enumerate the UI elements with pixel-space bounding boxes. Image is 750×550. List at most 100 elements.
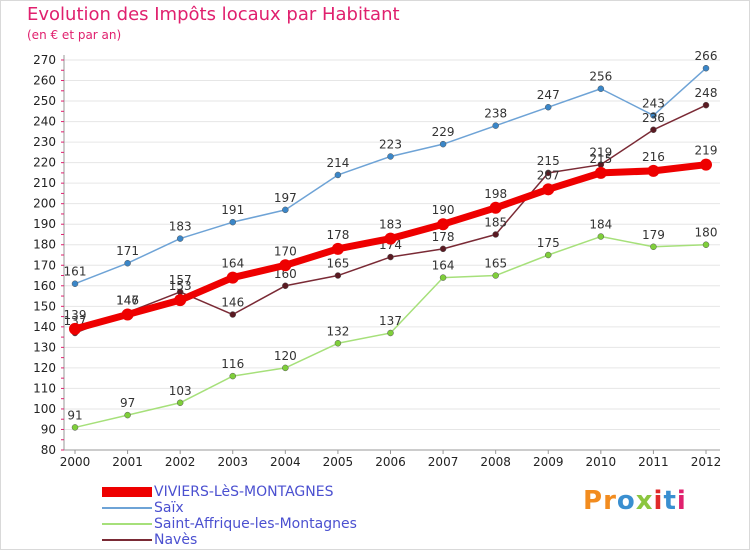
data-label: 178 <box>326 228 349 242</box>
data-label: 147 <box>116 293 139 307</box>
data-point <box>334 340 342 347</box>
data-point <box>439 274 447 281</box>
data-label: 197 <box>274 191 297 205</box>
data-label: 185 <box>484 215 507 229</box>
x-tick-label: 2000 <box>60 455 91 469</box>
y-tick-label: 120 <box>33 361 56 375</box>
x-tick-label: 2001 <box>112 455 143 469</box>
data-point <box>174 294 187 307</box>
data-label: 179 <box>642 228 665 242</box>
y-tick-label: 200 <box>33 197 56 211</box>
y-tick-label: 230 <box>33 135 56 149</box>
y-tick-label: 250 <box>33 94 56 108</box>
logo-letter: x <box>635 486 654 516</box>
data-point <box>331 242 344 255</box>
y-tick-label: 270 <box>33 53 56 67</box>
data-point <box>69 322 81 335</box>
data-point <box>650 126 657 134</box>
data-point <box>387 153 394 160</box>
data-label: 146 <box>116 294 139 308</box>
y-tick-label: 160 <box>33 279 56 293</box>
x-tick-label: 2007 <box>428 455 459 469</box>
legend-item: Saïx <box>102 500 462 516</box>
data-label: 153 <box>169 279 192 293</box>
legend-swatch <box>102 539 152 541</box>
data-label: 164 <box>221 257 244 271</box>
data-point <box>545 103 552 111</box>
x-tick-label: 2004 <box>270 455 301 469</box>
data-label: 171 <box>116 244 139 258</box>
x-tick-label: 2010 <box>586 455 617 469</box>
x-tick-label: 2005 <box>323 455 354 469</box>
y-tick-label: 140 <box>33 320 56 334</box>
data-point <box>489 201 502 214</box>
data-label: 219 <box>695 144 718 158</box>
y-tick-label: 260 <box>33 74 56 88</box>
data-label: 165 <box>326 257 349 271</box>
data-point <box>226 271 239 284</box>
y-tick-label: 110 <box>33 381 56 395</box>
data-point <box>650 112 657 119</box>
data-label: 146 <box>221 296 244 310</box>
data-label: 219 <box>589 146 612 160</box>
data-point <box>334 272 342 279</box>
data-label: 97 <box>120 396 135 410</box>
data-point <box>334 171 342 179</box>
data-point <box>542 183 555 196</box>
data-point <box>597 233 605 240</box>
data-label: 190 <box>432 203 455 217</box>
data-label: 238 <box>484 107 507 121</box>
data-label: 183 <box>169 220 192 234</box>
data-label: 161 <box>64 265 87 279</box>
x-tick-label: 2003 <box>217 455 248 469</box>
data-label: 266 <box>695 49 718 63</box>
data-label: 137 <box>379 314 402 328</box>
y-tick-label: 240 <box>33 115 56 129</box>
data-label: 183 <box>379 218 402 232</box>
data-label: 164 <box>432 259 455 273</box>
logo-letter: P <box>583 486 604 516</box>
data-point <box>647 164 660 177</box>
legend-label: Saïx <box>154 500 184 516</box>
data-label: 215 <box>589 152 612 166</box>
data-point <box>545 251 552 259</box>
data-label: 191 <box>221 203 244 217</box>
data-label: 165 <box>484 257 507 271</box>
data-point <box>229 311 236 318</box>
y-tick-label: 170 <box>33 258 56 272</box>
data-point <box>282 364 289 372</box>
y-tick-label: 190 <box>33 217 56 231</box>
data-point <box>229 218 236 226</box>
data-point <box>702 64 710 72</box>
data-label: 243 <box>642 96 665 110</box>
data-point <box>439 245 447 253</box>
data-label: 103 <box>169 384 192 398</box>
data-label: 214 <box>326 156 349 170</box>
y-tick-label: 130 <box>33 340 56 354</box>
legend-label: Navès <box>154 532 198 548</box>
legend-label: VIVIERS-LèS-MONTAGNES <box>154 484 334 500</box>
logo-letter: i <box>653 486 664 516</box>
data-point <box>124 411 131 419</box>
data-point <box>437 218 450 231</box>
data-label: 236 <box>642 111 665 125</box>
y-tick-label: 100 <box>33 402 56 416</box>
data-label: 175 <box>537 236 560 250</box>
data-label: 180 <box>695 226 718 240</box>
data-label: 157 <box>169 273 192 287</box>
legend-swatch <box>102 507 152 509</box>
data-point <box>71 424 79 431</box>
proxiti-logo: Proxiti <box>583 486 687 516</box>
logo-letter: t <box>663 486 677 516</box>
x-tick-label: 2002 <box>165 455 196 469</box>
data-point <box>71 280 79 287</box>
chart-legend: VIVIERS-LèS-MONTAGNES Saïx Saint-Affriqu… <box>102 484 462 548</box>
y-tick-label: 180 <box>33 238 56 252</box>
data-point <box>700 158 712 171</box>
data-label: 247 <box>537 88 560 102</box>
chart-title: Evolution des Impôts locaux par Habitant <box>27 4 400 25</box>
legend-item: Navès <box>102 532 462 548</box>
data-label: 116 <box>221 357 244 371</box>
